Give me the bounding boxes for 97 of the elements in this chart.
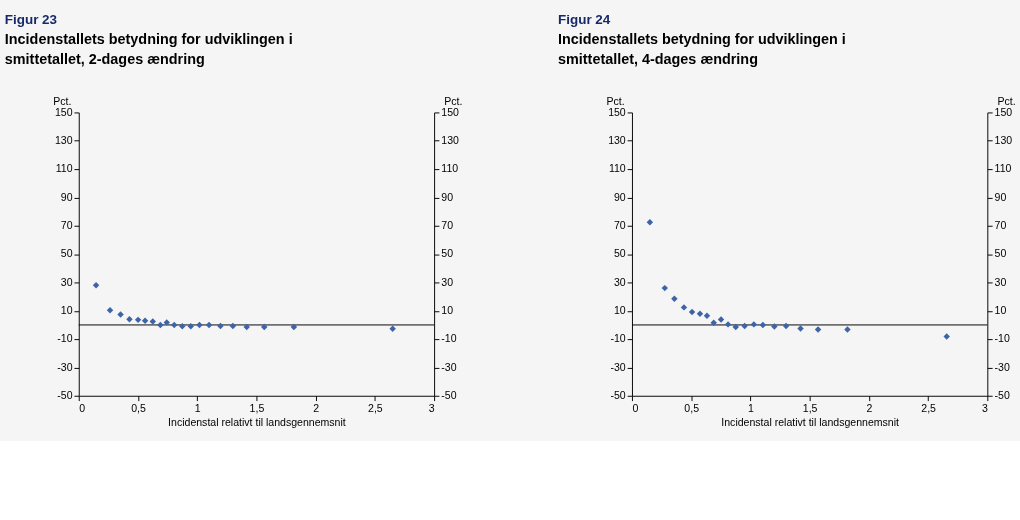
point bbox=[261, 323, 268, 331]
x-tick-label: 1,5 bbox=[802, 401, 818, 414]
chart-subtitle: Incidenstallets betydning for udviklingen i smittetallet, 4-dages ændring bbox=[558, 31, 846, 68]
point bbox=[205, 321, 213, 329]
y-tick-label: 30 bbox=[614, 275, 626, 288]
y-tick-label: -30 bbox=[57, 360, 73, 373]
y2-tick-label: 150 bbox=[994, 105, 1013, 118]
y-tick-label: 130 bbox=[54, 134, 73, 147]
x-tick-label: 2 bbox=[313, 401, 320, 414]
point bbox=[759, 321, 767, 329]
point bbox=[163, 319, 170, 326]
point bbox=[106, 306, 114, 314]
y2-tick-label: -50 bbox=[994, 389, 1010, 402]
y-tick-label: 50 bbox=[60, 247, 73, 260]
point bbox=[671, 295, 678, 302]
y-tick-label: 150 bbox=[54, 105, 73, 118]
point bbox=[696, 310, 704, 317]
y2-tick-label: 90 bbox=[441, 190, 454, 203]
x-tick-label: 3 bbox=[981, 401, 988, 414]
y-axis-title: Pct. bbox=[53, 95, 72, 108]
y-tick-label: 50 bbox=[614, 247, 626, 260]
point bbox=[187, 323, 195, 330]
y2-tick-label: 90 bbox=[994, 190, 1007, 203]
x-tick-label: 2,5 bbox=[921, 401, 937, 414]
point bbox=[117, 311, 124, 318]
x-tick-label: 1,5 bbox=[249, 401, 265, 414]
point bbox=[389, 325, 396, 332]
point bbox=[290, 323, 298, 331]
x-tick-label: 3 bbox=[428, 401, 435, 414]
y2-axis-title: Pct. bbox=[997, 95, 1016, 108]
point bbox=[134, 316, 142, 324]
point bbox=[943, 333, 950, 340]
point bbox=[171, 321, 178, 329]
y-tick-label: 10 bbox=[60, 304, 73, 317]
y2-tick-label: 110 bbox=[441, 162, 459, 175]
y-tick-label: 10 bbox=[614, 304, 626, 317]
point bbox=[179, 323, 186, 330]
point bbox=[688, 308, 696, 316]
y-tick-label: 110 bbox=[55, 162, 73, 175]
point bbox=[126, 316, 133, 323]
y2-tick-label: 70 bbox=[441, 219, 454, 232]
x-axis-title: Incidenstal relativt til landsgennemsnit bbox=[721, 416, 900, 429]
y2-tick-label: 50 bbox=[994, 247, 1007, 260]
y2-tick-label: 30 bbox=[441, 275, 454, 288]
x-tick-label: 0,5 bbox=[131, 401, 146, 414]
y-tick-label: -50 bbox=[57, 389, 73, 402]
y-tick-label: 30 bbox=[60, 275, 73, 288]
x-tick-label: 1 bbox=[194, 401, 201, 414]
y2-tick-label: -50 bbox=[441, 389, 457, 402]
y2-tick-label: 30 bbox=[994, 275, 1007, 288]
y-tick-label: -10 bbox=[57, 332, 73, 345]
y-tick-label: -10 bbox=[610, 332, 626, 345]
y2-tick-label: -30 bbox=[994, 360, 1010, 373]
y2-tick-label: 150 bbox=[441, 105, 460, 118]
y2-tick-label: 10 bbox=[994, 304, 1007, 317]
x-tick-label: 0,5 bbox=[684, 401, 700, 414]
point bbox=[844, 326, 851, 333]
point bbox=[149, 318, 157, 325]
y2-tick-label: 50 bbox=[441, 247, 454, 260]
point bbox=[646, 219, 654, 226]
chart-subtitle: Incidenstallets betydning for udviklingen i smittetallet, 2-dages ændring bbox=[4, 31, 293, 68]
point bbox=[782, 322, 790, 330]
y-tick-label: 90 bbox=[614, 190, 626, 203]
point bbox=[771, 323, 778, 330]
point bbox=[243, 323, 250, 331]
point bbox=[229, 322, 237, 330]
y2-tick-label: -30 bbox=[441, 360, 457, 373]
y2-tick-label: -10 bbox=[994, 332, 1010, 345]
y2-tick-label: 10 bbox=[441, 304, 454, 317]
point bbox=[732, 323, 739, 331]
point bbox=[797, 325, 804, 332]
y-tick-label: -50 bbox=[610, 389, 626, 402]
x-axis-title: Incidenstal relativt til landsgennemsnit bbox=[168, 416, 346, 429]
y-tick-label: 70 bbox=[60, 219, 73, 232]
y2-tick-label: 110 bbox=[994, 162, 1012, 175]
x-tick-label: 2 bbox=[866, 401, 873, 414]
y-tick-label: -30 bbox=[610, 360, 626, 373]
x-tick-label: 0 bbox=[79, 401, 86, 414]
y2-axis-title: Pct. bbox=[444, 95, 463, 108]
y-tick-label: 130 bbox=[608, 134, 626, 147]
y2-tick-label: 130 bbox=[994, 134, 1013, 147]
point bbox=[141, 317, 149, 325]
x-tick-label: 1 bbox=[747, 401, 754, 414]
x-tick-label: 0 bbox=[632, 401, 639, 414]
y2-tick-label: 130 bbox=[441, 134, 460, 147]
y-tick-label: 110 bbox=[608, 162, 626, 175]
point bbox=[710, 319, 717, 326]
y-tick-label: 150 bbox=[608, 105, 626, 118]
y2-tick-label: -10 bbox=[441, 332, 457, 345]
y-axis-title: Pct. bbox=[606, 95, 625, 108]
y2-tick-label: 70 bbox=[994, 219, 1007, 232]
y-tick-label: 70 bbox=[614, 219, 626, 232]
point bbox=[661, 284, 669, 292]
x-tick-label: 2,5 bbox=[368, 401, 383, 414]
chart-title: Figur 24 bbox=[558, 12, 611, 28]
y-tick-label: 90 bbox=[60, 190, 73, 203]
chart-title: Figur 23 bbox=[4, 12, 58, 28]
